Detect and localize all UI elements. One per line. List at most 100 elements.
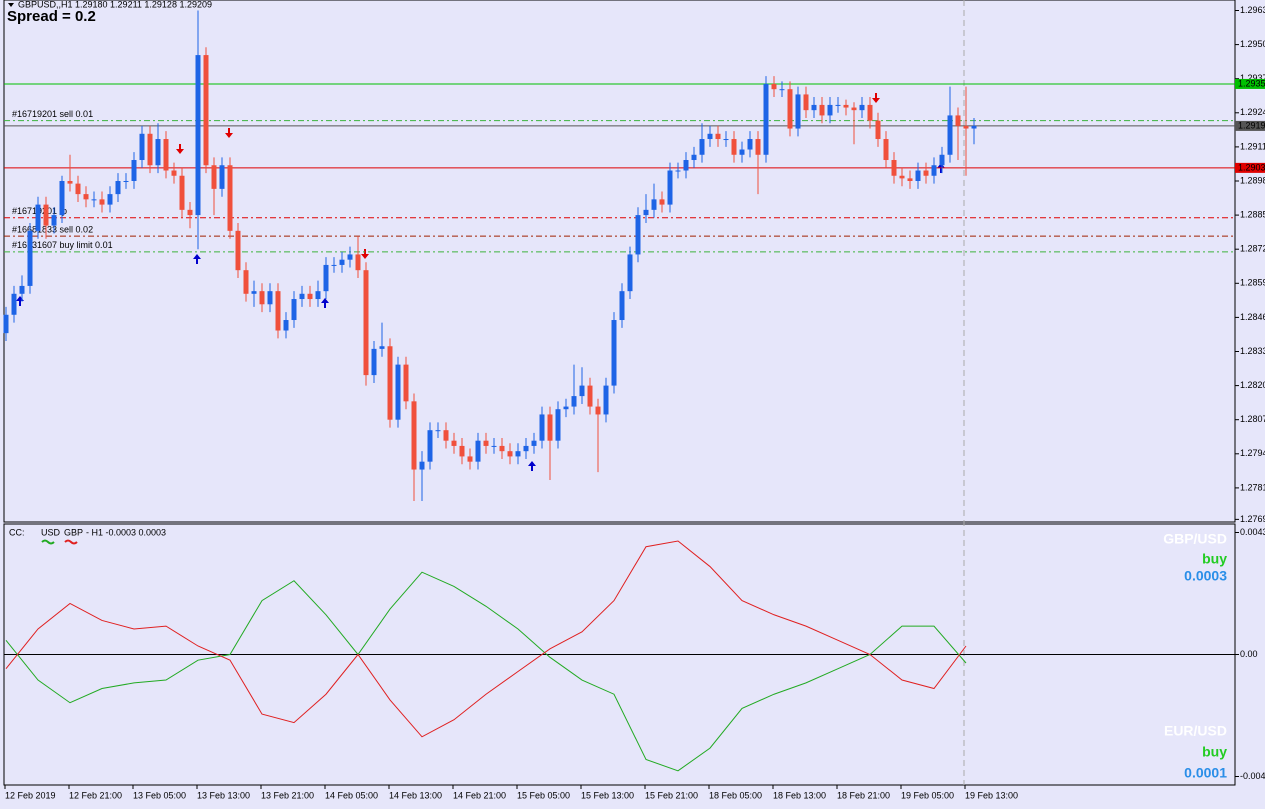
candle-body (491, 445, 497, 447)
candle-body (915, 170, 921, 181)
x-tick-label: 14 Feb 21:00 (453, 790, 506, 800)
candle-body (707, 133, 713, 140)
candle-body (515, 451, 521, 457)
candle-body (251, 291, 257, 294)
candle-body (51, 215, 57, 226)
candle-body (859, 104, 865, 111)
candle-body (395, 364, 401, 420)
candle-body (475, 440, 481, 462)
candle-body (99, 199, 105, 205)
price-tag (1235, 120, 1265, 131)
candle-body (459, 445, 465, 457)
candle-body (747, 139, 753, 150)
candle-body (139, 133, 145, 161)
candle-body (627, 254, 633, 292)
candle-body (355, 254, 361, 271)
candle-body (195, 55, 201, 216)
candle-body (155, 139, 161, 166)
candle-body (387, 346, 393, 420)
candle-body (43, 204, 49, 226)
candle-body (3, 314, 9, 334)
candle-body (443, 430, 449, 441)
price-tag-label: 1.2919 (1238, 120, 1265, 130)
candle-body (379, 346, 385, 349)
candle-body (211, 165, 217, 189)
candle-body (499, 445, 505, 452)
candle-body (731, 139, 737, 155)
candle-body (243, 270, 249, 294)
candle-body (795, 94, 801, 129)
candle-body (923, 170, 929, 176)
candle-body (851, 107, 857, 111)
candle-body (411, 401, 417, 470)
candle-body (723, 139, 729, 141)
x-tick-label: 19 Feb 05:00 (901, 790, 954, 800)
candle-body (275, 291, 281, 331)
candle-body (691, 154, 697, 161)
candle-body (755, 139, 761, 155)
candle-body (883, 139, 889, 161)
y-tick-label: 1.2963 (1240, 5, 1265, 15)
menu-arrow[interactable] (8, 3, 14, 7)
candle-body (675, 170, 681, 172)
x-tick-label: 15 Feb 05:00 (517, 790, 570, 800)
candle-body (835, 104, 841, 106)
candle-body (531, 440, 537, 446)
candle-body (347, 254, 353, 260)
x-tick-label: 12 Feb 21:00 (69, 790, 122, 800)
candle-body (227, 165, 233, 231)
candle-body (955, 115, 961, 126)
price-tag-label: 1.2903 (1238, 162, 1265, 172)
candle-body (147, 133, 153, 166)
candle-body (539, 414, 545, 441)
candle-body (371, 348, 377, 376)
candle-body (899, 175, 905, 179)
candle-body (403, 364, 409, 402)
price-tag (1235, 162, 1265, 173)
indicator-info: - H1 -0.0003 0.0003 (86, 527, 166, 537)
x-tick-label: 14 Feb 05:00 (325, 790, 378, 800)
candle-body (267, 291, 273, 305)
candle-body (107, 194, 113, 205)
candle-body (483, 440, 489, 446)
candle-body (571, 396, 577, 407)
candle-body (803, 94, 809, 111)
candle-body (451, 440, 457, 446)
signal-text: 0.0001 (1184, 765, 1227, 781)
candle-body (83, 194, 89, 200)
candle-body (595, 406, 601, 415)
indicator-line (5, 540, 967, 738)
order-label: #16719201 sell 0.01 (12, 109, 93, 119)
x-tick-label: 15 Feb 13:00 (581, 790, 634, 800)
signal-text: GBP/USD (1163, 531, 1227, 547)
candle-body (827, 104, 833, 116)
candle-body (739, 149, 745, 155)
candle-body (643, 209, 649, 216)
candle-body (611, 320, 617, 386)
y-tick-label: 1.2859 (1240, 278, 1265, 288)
price-tag (1235, 78, 1265, 89)
candle-body (603, 385, 609, 415)
candle-body (867, 104, 873, 121)
legend-icon (64, 539, 78, 545)
y-tick-label: 1.2911 (1240, 141, 1265, 151)
candle-body (203, 55, 209, 166)
candle-body (579, 385, 585, 397)
signal-text: buy (1202, 744, 1227, 760)
legend-usd: USD (41, 527, 61, 537)
candle-body (19, 285, 25, 294)
x-tick-label: 14 Feb 13:00 (389, 790, 442, 800)
order-label: #16731607 buy limit 0.01 (12, 240, 113, 250)
candle-body (283, 320, 289, 331)
candle-body (435, 430, 441, 432)
candle-body (11, 293, 17, 315)
candle-body (843, 104, 849, 108)
buy-arrows (16, 163, 945, 471)
candle-body (787, 89, 793, 129)
y-tick-label: 1.2898 (1240, 175, 1265, 185)
candle-body (667, 170, 673, 205)
candle-body (27, 230, 33, 286)
candle-body (315, 291, 321, 300)
candle-body (163, 139, 169, 171)
